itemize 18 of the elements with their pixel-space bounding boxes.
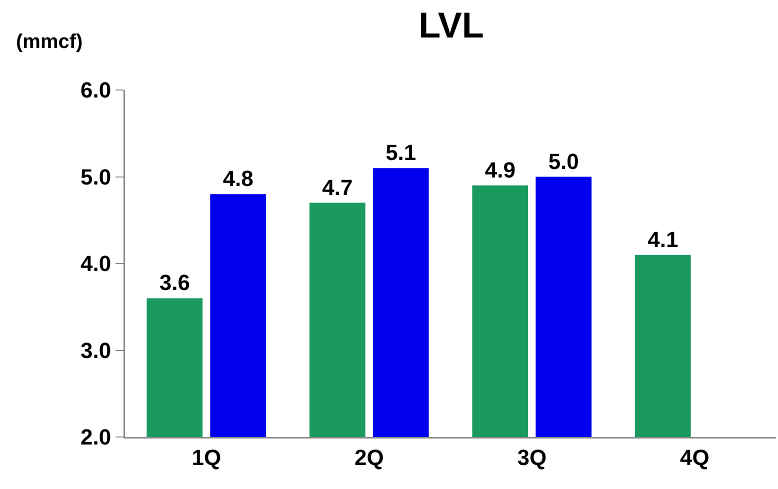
data-label: 4.9: [484, 157, 516, 182]
data-label: 5.1: [386, 140, 416, 166]
x-tick-label: 2Q: [354, 444, 384, 470]
data-label: 4.7: [322, 174, 353, 200]
data-label: 4.8: [222, 166, 254, 192]
x-tick-label: 3Q: [517, 444, 547, 470]
x-tick-label: 1Q: [192, 444, 222, 470]
y-tick-label: 3.0: [80, 338, 112, 363]
y-axis-title: (mmcf): [16, 31, 83, 53]
y-tick-label: 5.0: [80, 164, 112, 190]
data-label: 5.0: [548, 148, 579, 174]
data-label: 3.6: [159, 270, 190, 296]
data-label: 4.1: [648, 226, 678, 252]
chart-title: LVL: [418, 4, 484, 46]
y-tick-label: 2.0: [80, 424, 112, 450]
y-tick-label: 6.0: [80, 78, 112, 103]
x-tick-label: 4Q: [680, 444, 710, 470]
y-tick-label: 4.0: [80, 251, 112, 276]
